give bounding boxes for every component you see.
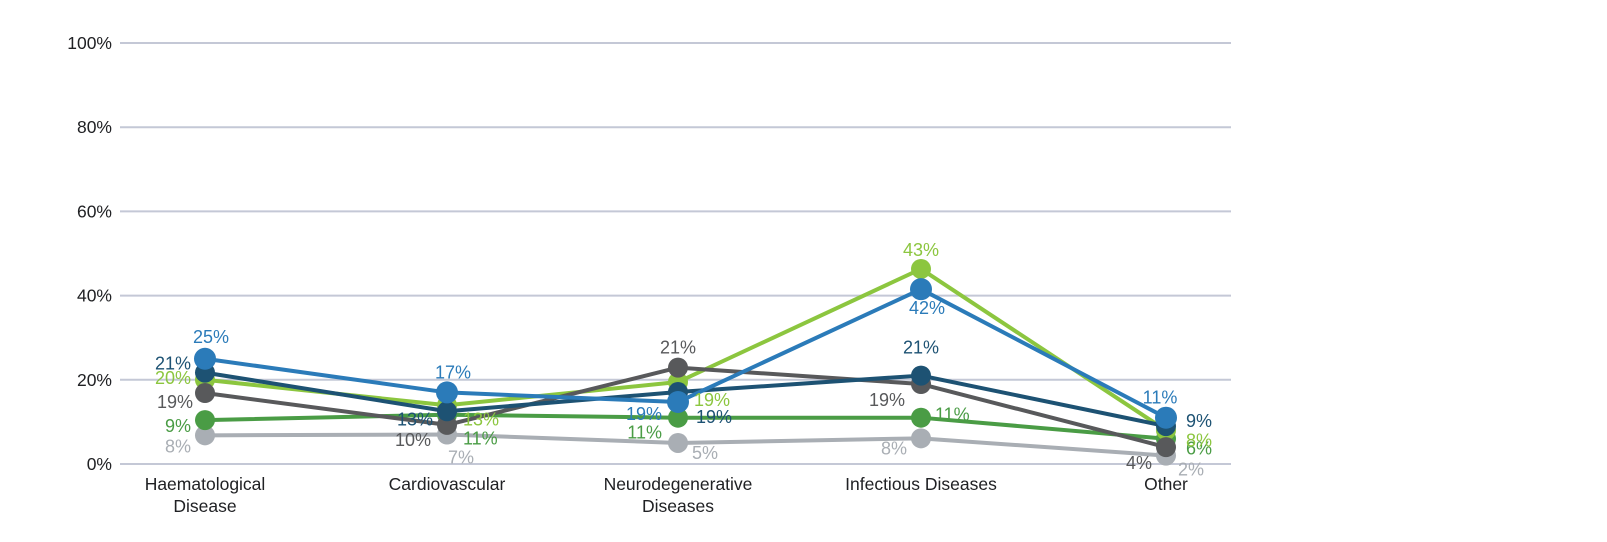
- data-label-light-gray-1: 7%: [448, 448, 474, 468]
- data-label-dark-blue-2: 19%: [696, 407, 732, 427]
- data-point-blue-1: [436, 381, 458, 404]
- data-point-blue-2: [667, 391, 689, 414]
- data-label-dark-green-2: 11%: [627, 423, 662, 443]
- data-label-dark-green-4: 6%: [1186, 439, 1212, 459]
- y-tick-label: 100%: [67, 33, 112, 53]
- data-label-light-gray-0: 8%: [165, 436, 191, 456]
- data-point-light-green-3: [911, 258, 931, 279]
- data-point-dark-green-0: [195, 410, 215, 431]
- data-point-dark-green-2: [668, 407, 688, 428]
- data-point-blue-3: [910, 278, 932, 301]
- data-label-dark-blue-3: 21%: [903, 338, 939, 358]
- data-label-dark-gray-3: 19%: [869, 390, 905, 410]
- data-point-blue-0: [194, 347, 216, 370]
- data-point-dark-gray-0: [195, 383, 215, 404]
- data-point-dark-blue-1: [437, 401, 457, 422]
- data-label-blue-4: 11%: [1143, 388, 1178, 408]
- y-tick-label: 0%: [87, 454, 112, 474]
- data-label-blue-2: 19%: [626, 404, 662, 424]
- data-point-dark-green-3: [911, 407, 931, 428]
- y-tick-label: 60%: [77, 201, 112, 221]
- data-label-light-green-0: 20%: [155, 368, 191, 388]
- data-point-blue-4: [1155, 406, 1177, 429]
- y-tick-label: 20%: [77, 370, 112, 390]
- data-label-dark-gray-0: 19%: [157, 392, 193, 412]
- data-label-blue-3: 42%: [909, 298, 945, 318]
- x-category-label: Haematological: [145, 474, 266, 494]
- data-label-light-green-2: 19%: [694, 390, 730, 410]
- data-point-light-gray-0: [195, 425, 215, 446]
- data-label-blue-0: 25%: [193, 327, 229, 347]
- data-label-dark-gray-2: 21%: [660, 338, 696, 358]
- x-category-label: Diseases: [642, 496, 714, 516]
- data-label-blue-1: 17%: [435, 362, 471, 382]
- data-label-dark-blue-0: 21%: [155, 354, 191, 374]
- data-label-light-green-3: 43%: [903, 240, 939, 260]
- data-label-dark-green-3: 11%: [935, 405, 970, 425]
- data-point-light-gray-2: [668, 432, 688, 453]
- data-label-dark-gray-1: 10%: [395, 430, 431, 450]
- y-tick-label: 40%: [77, 286, 112, 306]
- data-label-dark-gray-4: 4%: [1126, 453, 1152, 473]
- x-category-label: Cardiovascular: [389, 474, 506, 494]
- data-point-dark-blue-3: [911, 365, 931, 386]
- x-category-label: Other: [1144, 474, 1188, 494]
- data-label-light-green-4: 8%: [1186, 430, 1212, 450]
- data-label-dark-green-0: 9%: [165, 416, 191, 436]
- x-category-label: Infectious Diseases: [845, 474, 997, 494]
- data-label-dark-blue-4: 9%: [1186, 411, 1212, 431]
- data-label-light-gray-4: 2%: [1178, 460, 1204, 480]
- data-label-light-green-1: 13%: [463, 409, 499, 429]
- data-label-dark-blue-1: 13%: [397, 409, 433, 429]
- data-point-dark-gray-2: [668, 357, 688, 378]
- data-label-light-gray-2: 5%: [692, 443, 718, 463]
- x-category-label: Disease: [173, 496, 236, 516]
- data-point-dark-gray-4: [1156, 437, 1176, 458]
- x-category-label: Neurodegenerative: [604, 474, 753, 494]
- data-label-dark-green-1: 11%: [463, 429, 498, 449]
- y-tick-label: 80%: [77, 117, 112, 137]
- data-label-light-gray-3: 8%: [881, 438, 907, 458]
- data-point-light-gray-3: [911, 428, 931, 449]
